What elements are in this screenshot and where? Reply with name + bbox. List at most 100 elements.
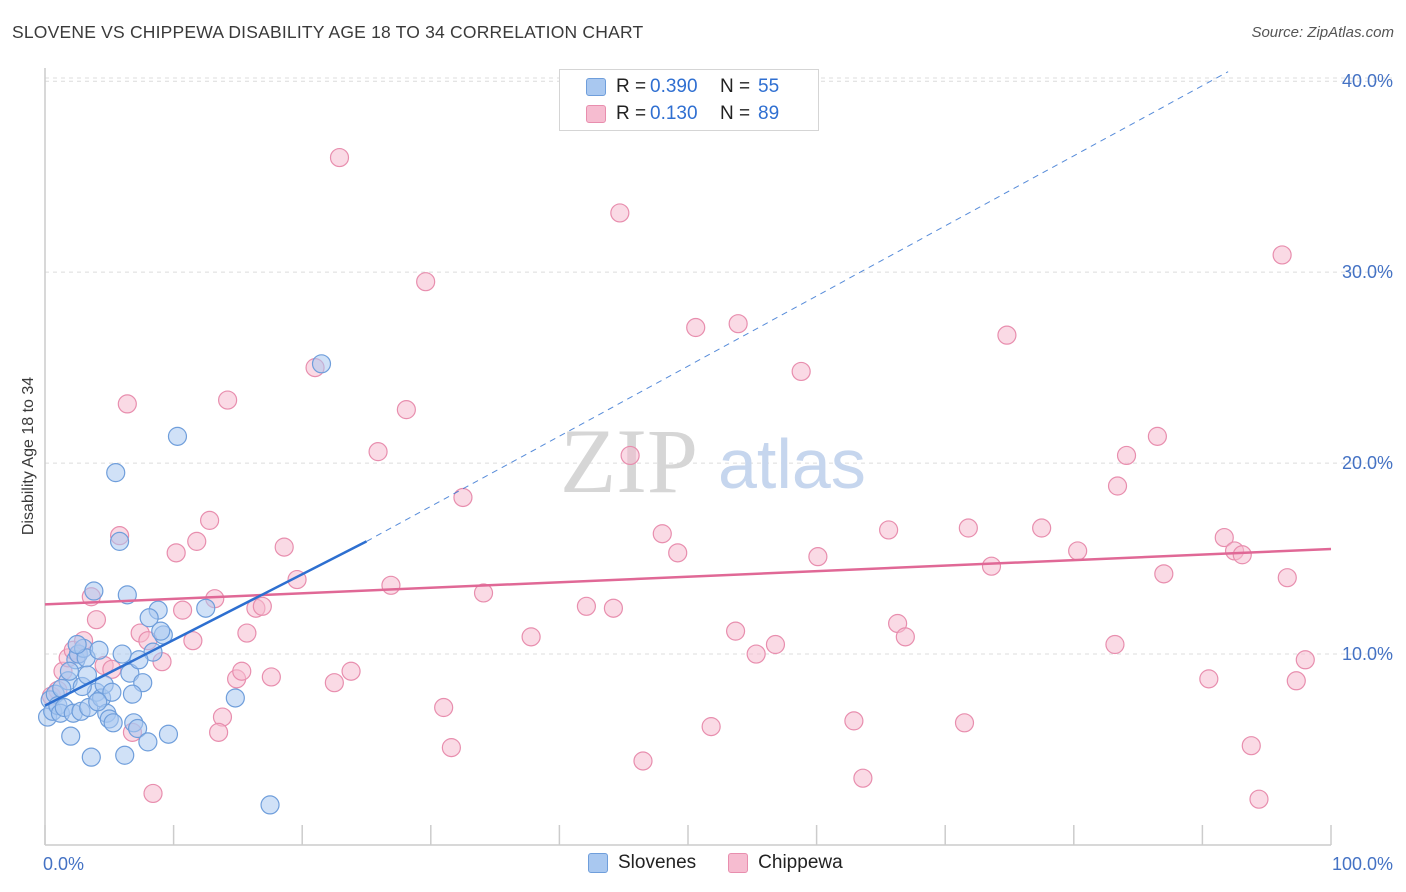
chippewa-point [879, 520, 899, 540]
chippewa-point [218, 390, 238, 410]
slovenes-point [59, 661, 80, 681]
slovenes-point [61, 726, 81, 746]
chippewa-point [895, 627, 915, 647]
chippewa-point [603, 598, 624, 618]
slovenes-swatch [586, 78, 606, 96]
slovenes-trend-extension [366, 71, 1229, 542]
chippewa-point [473, 583, 494, 603]
chippewa-trend-line [44, 547, 1332, 606]
chippewa-point [381, 575, 401, 595]
chippewa-point [1068, 541, 1088, 561]
chippewa-point [1147, 426, 1167, 446]
legend-item-chippewa[interactable]: Chippewa [728, 852, 843, 874]
n-label: N = [720, 76, 751, 97]
correlation-legend: R = 0.390 N = 55 R = 0.130 N = 89 [559, 69, 819, 131]
chippewa-point [701, 717, 721, 737]
chippewa-point [808, 547, 828, 567]
n-label: N = [720, 103, 751, 124]
chippewa-point [668, 543, 688, 563]
chippewa-point [453, 487, 473, 508]
chippewa-point [954, 713, 975, 733]
slovenes-legend-swatch [588, 853, 608, 873]
slovenes-point [122, 684, 143, 704]
n-value: 89 [758, 103, 780, 124]
series-legend: Slovenes Chippewa [588, 852, 875, 874]
chippewa-point [86, 610, 107, 630]
chippewa-point [853, 768, 873, 788]
n-value: 55 [758, 76, 780, 97]
chippewa-point [209, 722, 229, 742]
r-label: R = [616, 76, 647, 97]
chippewa-point [368, 442, 388, 462]
chippewa-point [791, 361, 811, 382]
chippewa-point [416, 272, 436, 292]
r-value: 0.390 [650, 76, 698, 97]
chippewa-point [434, 697, 454, 718]
chippewa-point [143, 783, 163, 804]
chippewa-point [765, 634, 786, 655]
slovenes-points [37, 354, 332, 815]
chippewa-point [844, 711, 864, 731]
slovenes-point [158, 724, 179, 744]
chippewa-point [173, 600, 193, 620]
chippewa-point [187, 531, 207, 551]
slovenes-point [127, 718, 148, 739]
chippewa-point [237, 623, 257, 643]
slovenes-legend-label: Slovenes [618, 852, 697, 873]
chippewa-point [981, 556, 1002, 576]
chippewa-point [1277, 568, 1297, 588]
y-tick-label: 40.0% [1342, 71, 1393, 91]
slovenes-point [102, 682, 122, 702]
slovenes-point [120, 663, 140, 683]
slovenes-point [151, 621, 171, 641]
slovenes-point [117, 585, 137, 605]
chippewa-point [261, 667, 281, 687]
slovenes-point [88, 692, 108, 712]
x-tick-marks [44, 825, 1332, 845]
y-tick-label: 30.0% [1342, 262, 1393, 282]
chippewa-point [652, 524, 672, 544]
slovenes-point [167, 426, 188, 446]
chippewa-point [183, 631, 203, 651]
slovenes-trend-line [44, 540, 368, 707]
chippewa-point [1116, 445, 1137, 466]
slovenes-point [112, 644, 132, 664]
chippewa-point [746, 644, 766, 664]
chippewa-point [1241, 736, 1261, 756]
r-label: R = [616, 103, 647, 124]
slovenes-point [311, 354, 332, 374]
chippewa-legend-label: Chippewa [758, 852, 843, 873]
y-axis-label: Disability Age 18 to 34 [20, 377, 37, 535]
chippewa-point [1232, 545, 1252, 565]
chippewa-point [396, 400, 416, 420]
x-tick-label-min: 0.0% [43, 854, 84, 874]
chippewa-point [633, 751, 653, 771]
slovenes-point [109, 531, 130, 551]
chippewa-points [41, 147, 1315, 809]
slovenes-point [139, 608, 159, 628]
slovenes-point [84, 581, 104, 601]
chippewa-swatch [586, 105, 606, 123]
chippewa-point [1105, 634, 1125, 655]
slovenes-point [106, 463, 126, 483]
chippewa-point [686, 317, 706, 338]
slovenes-point [81, 747, 101, 767]
chippewa-point [1249, 789, 1269, 809]
slovenes-point [138, 732, 158, 752]
slovenes-point [225, 688, 245, 708]
chippewa-point [1295, 650, 1315, 670]
legend-row-chippewa: R = 0.130 N = 89 [586, 101, 779, 127]
chippewa-point [329, 147, 350, 168]
chippewa-point [1272, 245, 1292, 265]
chippewa-point [725, 621, 746, 641]
chippewa-point [1154, 564, 1174, 584]
legend-item-slovenes[interactable]: Slovenes [588, 852, 696, 874]
chippewa-point [166, 543, 186, 563]
chippewa-legend-swatch [728, 853, 749, 873]
chippewa-point [1032, 518, 1052, 538]
chart-title: SLOVENE VS CHIPPEWA DISABILITY AGE 18 TO… [12, 22, 644, 42]
slovenes-point [196, 598, 216, 618]
grid-lines [45, 77, 1392, 655]
slovenes-point [115, 745, 135, 765]
